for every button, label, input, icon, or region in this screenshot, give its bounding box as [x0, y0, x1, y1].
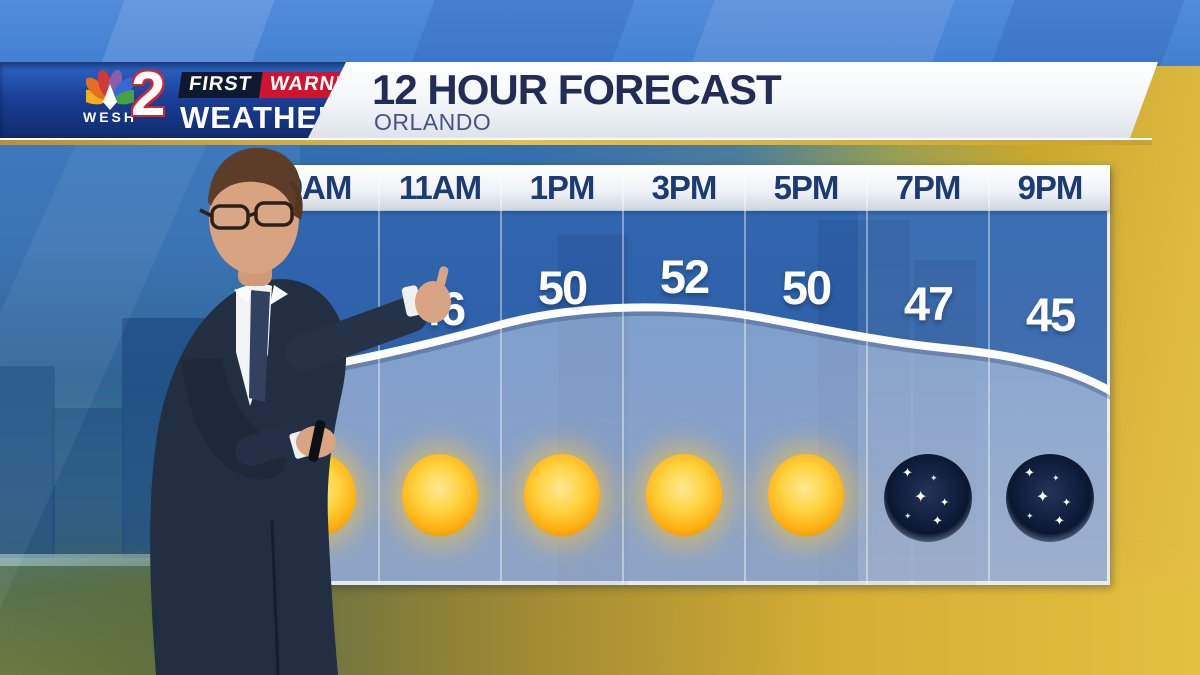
- time-header-strip: [250, 165, 1110, 211]
- icon-wrap: [646, 454, 722, 536]
- forecast-column: 9PM 45 ✦ ✦ ✦ ✦ ✦ ✦: [990, 165, 1110, 585]
- background-streak: [88, 0, 282, 66]
- hair: [208, 147, 301, 211]
- banner-divider-white: [0, 138, 1152, 140]
- first-label: FIRST: [178, 72, 262, 98]
- pointing-finger: [432, 266, 449, 302]
- forecast-column: 3PM 52: [624, 165, 746, 585]
- time-label: 9PM: [1017, 169, 1084, 206]
- temperature-value: 45: [1025, 287, 1076, 341]
- tie: [249, 290, 270, 402]
- weather-anchor: [150, 147, 451, 675]
- icon-wrap: [768, 454, 844, 536]
- glasses-icon: [199, 201, 294, 230]
- background-streak: [398, 0, 642, 66]
- star-sparkle: ✦: [914, 489, 928, 506]
- nbc-peacock-icon: [86, 68, 134, 110]
- banner-title-area: 12 HOUR FORECAST ORLANDO: [300, 62, 1158, 138]
- icon-wrap: [524, 454, 600, 536]
- collar-right: [270, 285, 288, 305]
- sun-icon: [524, 454, 600, 536]
- presentation-clicker: [308, 420, 326, 462]
- icon-wrap: ✦ ✦ ✦ ✦ ✦ ✦: [1006, 454, 1094, 542]
- temperature-value: 47: [903, 277, 954, 330]
- forearm: [235, 424, 306, 466]
- time-label: 1PM: [529, 169, 596, 206]
- suit-crease: [270, 519, 280, 675]
- forecast-column: 5PM 50: [746, 165, 868, 585]
- banner-divider-gold: [0, 140, 1152, 145]
- forecast-column: 1PM 50: [502, 165, 624, 585]
- location-label: ORLANDO: [374, 109, 492, 135]
- hair-side: [289, 180, 303, 220]
- background-streak: [978, 0, 1192, 66]
- temperature-value: 52: [659, 250, 710, 303]
- star-sparkle: ✦: [1062, 497, 1072, 509]
- page-title: 12 HOUR FORECAST: [372, 66, 781, 113]
- background-streak: [678, 0, 962, 66]
- star-sparkle: ✦: [1054, 513, 1065, 528]
- time-label: 3PM: [651, 169, 718, 206]
- star-sparkle: ✦: [932, 513, 943, 528]
- sun-icon: [646, 454, 722, 536]
- pointing-arm: [285, 296, 429, 372]
- clear-night-icon: ✦ ✦ ✦ ✦ ✦ ✦: [884, 454, 972, 542]
- lower-third-banner: 12 HOUR FORECAST ORLANDO WESH 2: [0, 62, 1200, 146]
- star-sparkle: ✦: [940, 497, 950, 509]
- star-sparkle: ✦: [1026, 511, 1034, 521]
- star-sparkle: ✦: [1024, 465, 1035, 480]
- channel-number: 2: [131, 60, 166, 129]
- clear-night-icon: ✦ ✦ ✦ ✦ ✦ ✦: [1006, 454, 1094, 542]
- star-sparkle: ✦: [1052, 473, 1060, 483]
- head: [209, 162, 299, 274]
- collar-left: [234, 283, 254, 303]
- time-label: 7PM: [895, 169, 962, 206]
- background-top-pattern: [0, 0, 1200, 66]
- icon-wrap: [402, 454, 478, 536]
- icon-wrap: ✦ ✦ ✦ ✦ ✦ ✦: [884, 454, 972, 542]
- time-label: 5PM: [773, 169, 840, 206]
- star-sparkle: ✦: [930, 473, 938, 483]
- forecast-panel: 9AM 41 11AM 46 1PM 50 3PM 52 5PM 50 7PM: [250, 165, 1110, 585]
- star-sparkle: ✦: [904, 511, 912, 521]
- temperature-value: 50: [781, 260, 832, 314]
- skyline-building: [0, 366, 55, 558]
- time-label: 11AM: [398, 169, 482, 206]
- sun-icon: [768, 454, 844, 536]
- sun-icon: [402, 454, 478, 536]
- star-sparkle: ✦: [902, 465, 913, 480]
- call-letters: WESH: [83, 109, 137, 125]
- curve-line: [258, 303, 1110, 396]
- pointing-hand: [415, 281, 451, 323]
- station-branding: WESH 2 FIRST WARNING » WEATHER: [0, 62, 346, 138]
- forecast-column: 7PM 47 ✦ ✦ ✦ ✦ ✦ ✦: [868, 165, 990, 585]
- skyline-building: [52, 408, 124, 558]
- star-sparkle: ✦: [1036, 489, 1050, 506]
- temperature-value: 50: [537, 260, 588, 314]
